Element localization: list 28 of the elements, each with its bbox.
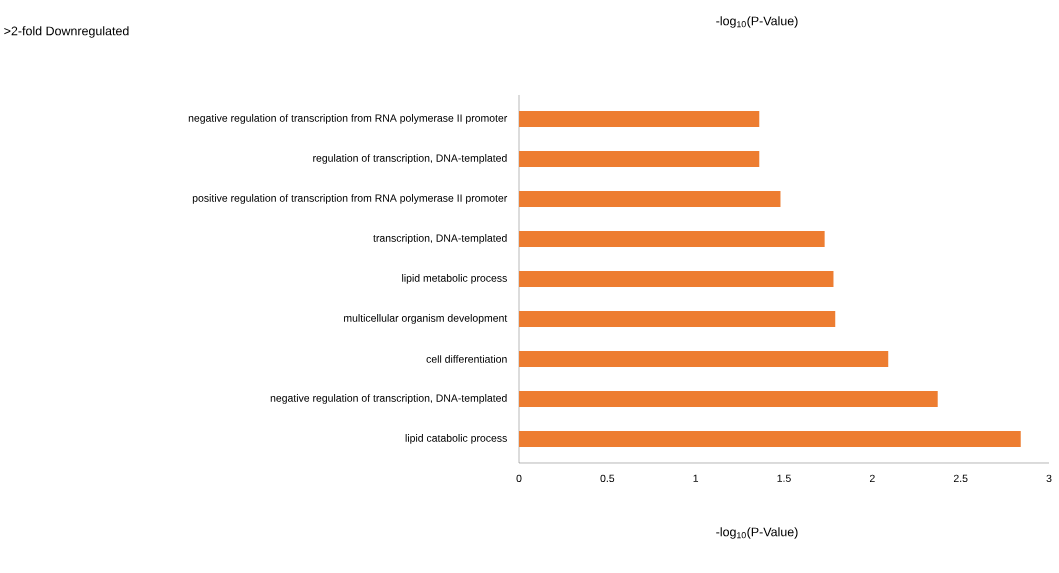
y-tick-label: positive regulation of transcription from RNA polymerase II promoter bbox=[192, 194, 508, 204]
x-axis-title: -log$_{10}$(P-Value) bbox=[716, 527, 798, 539]
bar bbox=[519, 191, 781, 207]
y-tick-label: regulation of transcription, DNA-templated bbox=[313, 154, 507, 164]
x-tick-label: 2.5 bbox=[953, 474, 968, 483]
x-tick-label: 1.5 bbox=[777, 474, 791, 482]
bar bbox=[519, 230, 825, 247]
bar bbox=[519, 430, 1021, 447]
bar bbox=[519, 390, 938, 407]
x-tick-label: 0.5 bbox=[600, 474, 615, 483]
y-tick-label: cell differentiation bbox=[426, 355, 507, 363]
y-tick-label: lipid metabolic process bbox=[402, 274, 507, 284]
bar bbox=[519, 270, 834, 287]
x-tick-label: 2 bbox=[869, 474, 875, 482]
bar bbox=[519, 111, 760, 127]
y-tick-label: multicellular organism development bbox=[344, 314, 508, 324]
bar bbox=[519, 310, 836, 327]
y-tick-label: transcription, DNA-templated bbox=[373, 234, 507, 244]
y-tick-label: lipid catabolic process bbox=[405, 434, 507, 444]
y-tick-label: negative regulation of transcription from RNA polymerase II promoter bbox=[188, 114, 508, 124]
bar bbox=[519, 350, 889, 367]
x-tick-label: 3 bbox=[1046, 474, 1052, 483]
bar bbox=[519, 151, 760, 167]
x-tick-label: 1 bbox=[693, 474, 699, 482]
text: >2-fold Downregulated bbox=[4, 26, 129, 38]
y-tick-label: negative regulation of transcription, DNA-templated bbox=[270, 394, 507, 404]
text: -log$_{10}$(P-Value) bbox=[716, 16, 798, 28]
x-tick-label: 0 bbox=[516, 474, 522, 483]
